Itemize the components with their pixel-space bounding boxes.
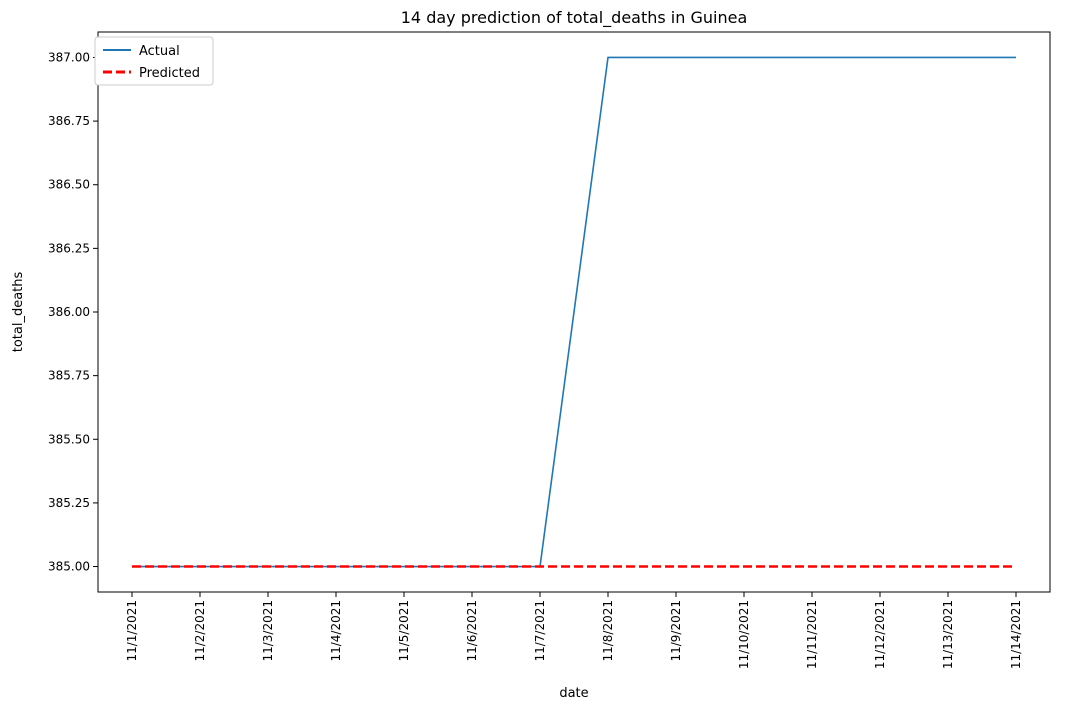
legend: Actual Predicted [94,36,214,86]
x-tick-label: 11/4/2021 [329,600,343,662]
y-axis: 385.00 385.25 385.50 385.75 386.00 386.25 386.… [48,50,98,574]
y-tick-label: 385.00 [48,560,90,574]
x-tick-label: 11/9/2021 [669,600,683,662]
y-tick-label: 387.00 [48,50,90,64]
x-tick-label: 11/5/2021 [397,600,411,662]
y-tick-label: 386.00 [48,305,90,319]
x-tick-label: 11/13/2021 [941,600,955,669]
x-tick-label: 11/8/2021 [601,600,615,662]
x-tick-label: 11/11/2021 [805,600,819,669]
y-tick-label: 385.25 [48,496,90,510]
y-tick-label: 385.50 [48,432,90,446]
y-tick-label: 386.50 [48,178,90,192]
x-tick-label: 11/3/2021 [261,600,275,662]
legend-label-actual: Actual [139,44,180,59]
y-tick-label: 385.75 [48,369,90,383]
x-tick-label: 11/10/2021 [737,600,751,669]
series-line-actual [132,56,1016,568]
x-tick-label: 11/7/2021 [533,600,547,662]
x-axis-label: date [559,686,588,701]
x-tick-label: 11/12/2021 [873,600,887,669]
x-tick-label: 11/2/2021 [193,600,207,662]
x-tick-label: 11/6/2021 [465,600,479,662]
y-tick-label: 386.75 [48,114,90,128]
x-axis: 11/1/2021 11/2/2021 11/3/2021 11/4/2021 11/5… [125,592,1023,669]
legend-label-predicted: Predicted [139,66,200,81]
y-axis-label: total_deaths [11,272,26,353]
x-tick-label: 11/1/2021 [125,600,139,662]
series-group [132,56,1016,568]
y-tick-label: 386.25 [48,241,90,255]
x-tick-label: 11/14/2021 [1009,600,1023,669]
chart-title: 14 day prediction of total_deaths in Gui… [401,8,748,28]
